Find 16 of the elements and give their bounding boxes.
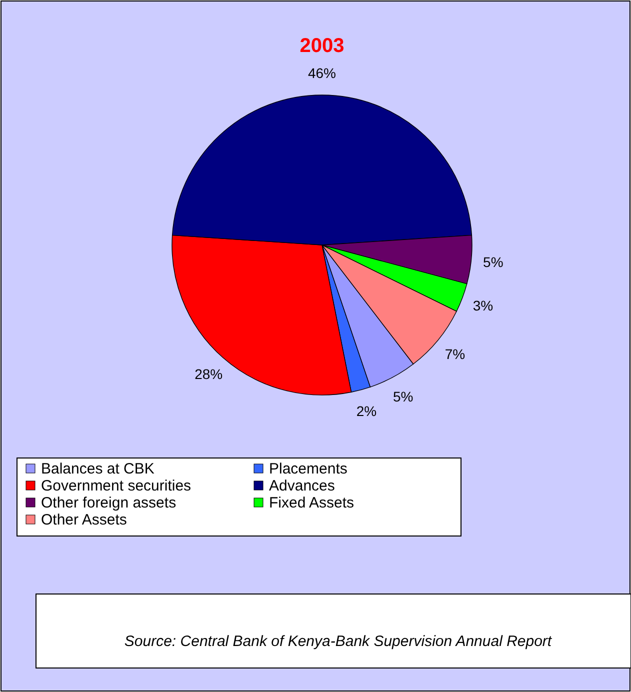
data-label: 28% [194, 366, 223, 382]
legend-label: Other foreign assets [41, 494, 176, 512]
legend-label: Government securities [41, 478, 192, 494]
legend-label: Placements [269, 460, 348, 478]
legend-label: Advances [269, 478, 335, 494]
data-label: 5% [392, 388, 414, 405]
legend-label: Fixed Assets [269, 494, 354, 512]
data-label: 5% [483, 254, 504, 270]
data-label: 2% [356, 403, 377, 420]
data-label: 7% [444, 346, 466, 362]
chart-title: 2003 [300, 35, 344, 57]
data-label: 46% [308, 64, 336, 81]
data-label: 3% [472, 297, 494, 314]
legend-label: Other Assets [41, 512, 127, 528]
legend-label: Balances at CBK [41, 460, 154, 478]
source-note: Source: Central Bank of Kenya-Bank Supervision Annual Report [124, 633, 552, 650]
